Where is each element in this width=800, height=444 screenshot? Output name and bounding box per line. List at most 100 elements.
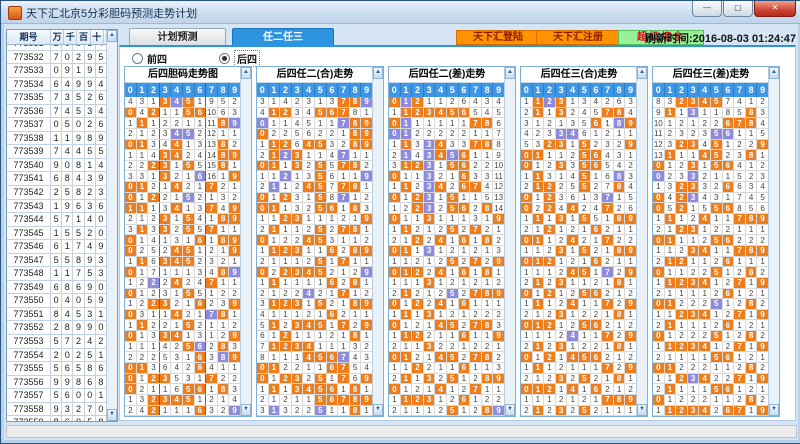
table-row[interactable]: 773553 5 7 2 4 2 bbox=[7, 335, 107, 349]
grid-cell: 2 bbox=[578, 309, 591, 320]
table-row[interactable]: 773532 7 0 2 9 5 bbox=[7, 50, 107, 65]
tab-content: 前四 后四 后四胆码走势图 0 1 2 3 4 5 6 7 8 9 4 3 1 3 4 5 1 9 5 2 0 4 2 1 1 5 6… bbox=[119, 45, 796, 421]
table-row[interactable]: 773535 7 3 5 2 6 bbox=[7, 91, 107, 105]
tab-ren2-ren3[interactable]: 任二任三 bbox=[232, 28, 334, 46]
grid-cell: 1 bbox=[268, 256, 281, 267]
grid-cell: 1 bbox=[532, 224, 545, 235]
panel-scrollbar[interactable]: ▲ ▼ bbox=[240, 67, 251, 416]
radio-back-four[interactable]: 后四 bbox=[219, 49, 260, 67]
grid-cell: 2 bbox=[291, 182, 304, 192]
scroll-down-icon[interactable]: ▼ bbox=[637, 404, 647, 416]
grid-cell: 1 bbox=[664, 267, 677, 277]
app-icon bbox=[8, 6, 22, 20]
table-row[interactable]: 773540 9 0 8 1 4 bbox=[7, 158, 107, 173]
panel-scrollbar[interactable]: ▲ ▼ bbox=[636, 67, 647, 416]
scroll-down-icon[interactable]: ▼ bbox=[241, 404, 251, 416]
scroll-up-icon[interactable]: ▲ bbox=[769, 67, 779, 79]
radio-icon[interactable] bbox=[132, 52, 143, 64]
table-row[interactable]: 773544 5 7 1 4 0 bbox=[7, 213, 107, 227]
radio-front-four[interactable]: 前四 bbox=[132, 51, 167, 66]
grid-cell: 6 bbox=[722, 182, 735, 192]
grid-cell: 1 bbox=[481, 128, 494, 139]
scroll-down-icon[interactable]: ▼ bbox=[107, 409, 117, 421]
title-bar[interactable]: 天下汇北京5分彩胆码预测走势计划 — ▢ ✕ bbox=[1, 1, 800, 24]
grid-cell: 1 bbox=[664, 224, 677, 235]
table-row[interactable]: 77353120034 bbox=[7, 45, 107, 51]
table-row[interactable]: 773545 1 5 5 2 0 bbox=[7, 226, 107, 241]
grid-cell: 1 bbox=[280, 384, 292, 394]
radio-icon[interactable] bbox=[219, 52, 230, 64]
grid-cell: 4 bbox=[435, 267, 447, 277]
scroll-up-icon[interactable]: ▲ bbox=[373, 67, 383, 79]
close-button[interactable]: ✕ bbox=[754, 1, 796, 17]
scroll-down-icon[interactable]: ▼ bbox=[505, 404, 515, 416]
table-row[interactable]: 773554 2 0 2 5 1 bbox=[7, 348, 107, 363]
panel-scrollbar[interactable]: ▲ ▼ bbox=[372, 67, 383, 416]
grid-cell: 2 bbox=[268, 267, 281, 277]
table-row[interactable]: 773557 5 6 0 0 1 bbox=[7, 389, 107, 403]
table-row[interactable]: 773548 1 1 7 5 3 bbox=[7, 267, 107, 281]
table-row[interactable]: 773547 5 5 8 9 3 bbox=[7, 253, 107, 268]
grid-cell: 6 bbox=[722, 288, 735, 299]
table-row[interactable]: 773533 0 9 1 9 5 bbox=[7, 64, 107, 78]
register-button[interactable]: 天下汇注册 bbox=[536, 30, 620, 45]
table-row[interactable]: 773558 9 3 2 7 0 bbox=[7, 402, 107, 417]
table-row[interactable]: 773537 0 5 0 2 6 bbox=[7, 118, 107, 132]
panel-scrollbar[interactable]: ▲ ▼ bbox=[768, 67, 779, 416]
scroll-up-icon[interactable]: ▲ bbox=[107, 30, 117, 42]
scroll-down-icon[interactable]: ▼ bbox=[373, 404, 383, 416]
scroll-up-icon[interactable]: ▲ bbox=[241, 67, 251, 79]
grid-cell: 2 bbox=[280, 363, 292, 373]
radio-label[interactable]: 后四 bbox=[234, 49, 260, 67]
grid-cell: 1 bbox=[435, 309, 447, 320]
login-button[interactable]: 天下汇登陆 bbox=[456, 30, 540, 45]
table-row[interactable]: 773546 6 1 7 4 9 bbox=[7, 240, 107, 254]
radio-label[interactable]: 前四 bbox=[147, 54, 167, 66]
super-shrink-button[interactable]: 超级缩水 bbox=[618, 30, 704, 45]
grid-cell: 2 bbox=[521, 373, 533, 384]
table-row[interactable]: 773538 1 1 9 8 9 bbox=[7, 131, 107, 146]
grid-cell: 2 bbox=[435, 341, 447, 352]
grid-cell: 1 bbox=[532, 373, 545, 384]
period-cell: 773543 bbox=[7, 199, 51, 213]
results-table-scrollbar[interactable]: ▲ ▼ bbox=[106, 30, 117, 421]
table-row[interactable]: 773543 1 9 6 3 6 bbox=[7, 199, 107, 214]
maximize-button[interactable]: ▢ bbox=[723, 1, 753, 17]
grid-cell: 5 bbox=[710, 139, 723, 150]
table-row[interactable]: 773552 2 8 9 9 0 bbox=[7, 321, 107, 336]
results-table-body[interactable]: 7735312003477353270295773533091957735346… bbox=[7, 45, 107, 421]
table-row[interactable]: 773549 6 8 6 9 0 bbox=[7, 280, 107, 295]
grid-cell: 2 bbox=[699, 299, 711, 309]
scroll-up-icon[interactable]: ▲ bbox=[637, 67, 647, 79]
grid-cell: 5 bbox=[710, 235, 723, 245]
grid-cell: 2 bbox=[602, 288, 614, 299]
scroll-down-icon[interactable]: ▼ bbox=[769, 404, 779, 416]
table-row[interactable]: 773550 0 4 0 5 9 bbox=[7, 294, 107, 308]
grid-cell: 2 bbox=[148, 394, 160, 405]
table-row[interactable]: 773556 9 9 8 6 8 bbox=[7, 375, 107, 390]
table-row[interactable]: 773541 6 8 4 3 9 bbox=[7, 172, 107, 187]
grid-cell: 0 bbox=[653, 331, 665, 341]
table-row[interactable]: 773551 8 4 5 3 1 bbox=[7, 307, 107, 322]
table-row[interactable]: 77355986058 bbox=[7, 416, 107, 421]
table-row[interactable]: 773534 6 4 9 9 4 bbox=[7, 77, 107, 92]
tab-plan-forecast[interactable]: 计划预测 bbox=[129, 28, 226, 46]
digit-cell: 5 bbox=[62, 226, 74, 240]
scroll-up-icon[interactable]: ▲ bbox=[505, 67, 515, 79]
grid-cell: 1 bbox=[722, 394, 735, 405]
panel-column-header: 1 bbox=[665, 83, 677, 97]
grid-cell: 3 bbox=[555, 245, 568, 256]
table-row[interactable]: 773539 7 4 4 5 5 bbox=[7, 145, 107, 159]
table-row[interactable]: 773536 7 4 5 3 4 bbox=[7, 104, 107, 119]
minimize-button[interactable]: — bbox=[692, 1, 722, 17]
table-row[interactable]: 773555 5 6 5 8 6 bbox=[7, 362, 107, 376]
table-row[interactable]: 773542 2 5 8 2 3 bbox=[7, 186, 107, 200]
grid-cell: 1 bbox=[268, 288, 281, 299]
grid-cell: 3 bbox=[687, 192, 700, 203]
panel-scrollbar[interactable]: ▲ ▼ bbox=[504, 67, 515, 416]
grid-cell: 1 bbox=[159, 405, 172, 416]
grid-cell: 1 bbox=[532, 160, 545, 171]
